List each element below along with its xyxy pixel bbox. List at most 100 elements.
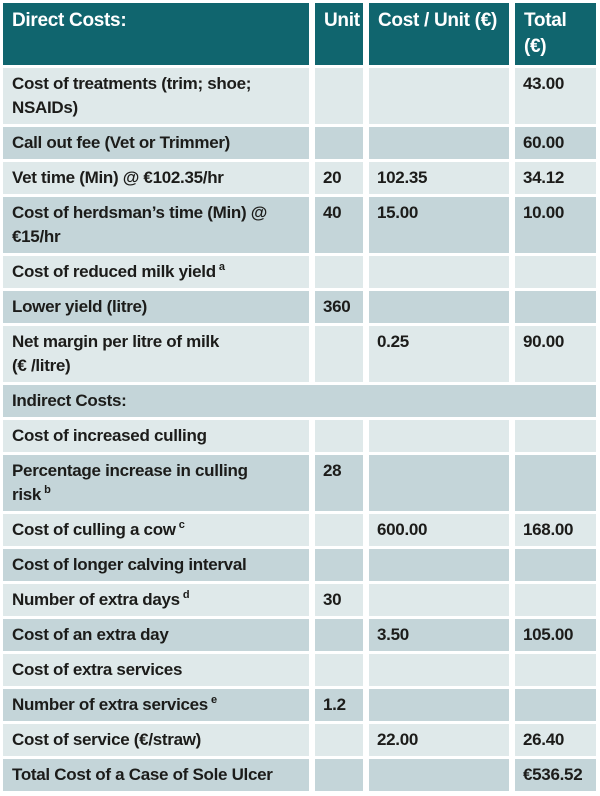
header-cost-per-unit: Cost / Unit (€) xyxy=(369,3,509,65)
header-unit: Unit xyxy=(315,3,363,65)
total-cell xyxy=(515,256,596,288)
table-body: Cost of treatments (trim; shoe; NSAIDs) … xyxy=(3,68,596,791)
unit-cell xyxy=(315,68,363,124)
row-label: Net margin per litre of milk (€ /litre) xyxy=(12,332,219,375)
total-cell: €536.52 xyxy=(515,759,596,791)
unit-cell: 28 xyxy=(315,455,363,511)
section-heading-cell: Indirect Costs: xyxy=(3,385,596,417)
total-cell: 26.40 xyxy=(515,724,596,756)
unit-cell xyxy=(315,326,363,382)
table-row-indirect-costs-heading: Indirect Costs: xyxy=(3,385,596,417)
row-label-cell: Cost of extra services xyxy=(3,654,309,686)
cost-per-unit-cell xyxy=(369,291,509,323)
table-row-extra-days: Number of extra days d 30 xyxy=(3,584,596,616)
cost-per-unit-cell xyxy=(369,689,509,721)
row-label-cell: Cost of increased culling xyxy=(3,420,309,452)
table-row-treatments: Cost of treatments (trim; shoe; NSAIDs) … xyxy=(3,68,596,124)
total-cell xyxy=(515,584,596,616)
footnote-marker: b xyxy=(44,484,51,497)
table-row-calving-interval: Cost of longer calving interval xyxy=(3,549,596,581)
table-row-increased-culling: Cost of increased culling xyxy=(3,420,596,452)
footnote-marker: c xyxy=(178,519,185,532)
total-cell: 168.00 xyxy=(515,514,596,546)
row-label-cell: Cost of an extra day xyxy=(3,619,309,651)
table-row-number-extra-services: Number of extra services e 1.2 xyxy=(3,689,596,721)
row-label: Number of extra days xyxy=(12,590,180,609)
footnote-marker: e xyxy=(210,694,218,707)
row-label: Number of extra services xyxy=(12,695,208,714)
unit-cell: 1.2 xyxy=(315,689,363,721)
total-cell xyxy=(515,549,596,581)
section-heading: Indirect Costs: xyxy=(12,391,127,410)
footnote-marker: a xyxy=(218,261,225,274)
unit-cell: 360 xyxy=(315,291,363,323)
table-row-culling-a-cow: Cost of culling a cow c 600.00 168.00 xyxy=(3,514,596,546)
row-label: Cost of reduced milk yield xyxy=(12,262,216,281)
row-label-cell: Cost of treatments (trim; shoe; NSAIDs) xyxy=(3,68,309,124)
table-row-cost-extra-day: Cost of an extra day 3.50 105.00 xyxy=(3,619,596,651)
row-label-cell: Cost of herdsman’s time (Min) @ €15/hr xyxy=(3,197,309,253)
total-cell: 34.12 xyxy=(515,162,596,194)
table-header-row: Direct Costs: Unit Cost / Unit (€) Total… xyxy=(3,3,596,65)
row-label-cell: Total Cost of a Case of Sole Ulcer xyxy=(3,759,309,791)
row-label-cell: Call out fee (Vet or Trimmer) xyxy=(3,127,309,159)
row-label: Lower yield (litre) xyxy=(12,297,148,316)
table-row-call-out-fee: Call out fee (Vet or Trimmer) 60.00 xyxy=(3,127,596,159)
table-row-culling-risk: Percentage increase in culling risk b 28 xyxy=(3,455,596,511)
row-label: Cost of increased culling xyxy=(12,426,207,445)
cost-per-unit-cell xyxy=(369,127,509,159)
table-row-lower-yield: Lower yield (litre) 360 xyxy=(3,291,596,323)
unit-cell xyxy=(315,724,363,756)
total-cell: 105.00 xyxy=(515,619,596,651)
cost-per-unit-cell: 0.25 xyxy=(369,326,509,382)
table-row-reduced-milk-yield: Cost of reduced milk yield a xyxy=(3,256,596,288)
cost-per-unit-cell: 600.00 xyxy=(369,514,509,546)
row-label-cell: Cost of reduced milk yield a xyxy=(3,256,309,288)
footnote-marker: d xyxy=(182,589,190,602)
row-label-cell: Number of extra days d xyxy=(3,584,309,616)
row-label: Cost of herdsman’s time (Min) @ €15/hr xyxy=(12,203,268,246)
row-label-cell: Percentage increase in culling risk b xyxy=(3,455,309,511)
row-label: Cost of treatments (trim; shoe; NSAIDs) xyxy=(12,74,252,117)
unit-cell: 20 xyxy=(315,162,363,194)
total-cell xyxy=(515,420,596,452)
row-label-cell: Net margin per litre of milk (€ /litre) xyxy=(3,326,309,382)
row-label-cell: Cost of longer calving interval xyxy=(3,549,309,581)
unit-cell: 30 xyxy=(315,584,363,616)
cost-per-unit-cell xyxy=(369,759,509,791)
row-label-cell: Lower yield (litre) xyxy=(3,291,309,323)
row-label: Call out fee (Vet or Trimmer) xyxy=(12,133,231,152)
row-label-cell: Vet time (Min) @ €102.35/hr xyxy=(3,162,309,194)
cost-per-unit-cell: 22.00 xyxy=(369,724,509,756)
unit-cell xyxy=(315,514,363,546)
cost-per-unit-cell: 3.50 xyxy=(369,619,509,651)
unit-cell xyxy=(315,256,363,288)
total-cell: 60.00 xyxy=(515,127,596,159)
row-label: Percentage increase in culling risk xyxy=(12,461,248,504)
cost-per-unit-cell xyxy=(369,256,509,288)
unit-cell xyxy=(315,549,363,581)
cost-per-unit-cell: 15.00 xyxy=(369,197,509,253)
row-label: Cost of longer calving interval xyxy=(12,555,247,574)
row-label: Vet time (Min) @ €102.35/hr xyxy=(12,168,224,187)
total-cell xyxy=(515,654,596,686)
table-row-total-cost: Total Cost of a Case of Sole Ulcer €536.… xyxy=(3,759,596,791)
unit-cell xyxy=(315,127,363,159)
unit-cell xyxy=(315,420,363,452)
cost-per-unit-cell xyxy=(369,455,509,511)
cost-per-unit-cell xyxy=(369,654,509,686)
table-row-cost-extra-services: Cost of extra services xyxy=(3,654,596,686)
total-cell: 90.00 xyxy=(515,326,596,382)
row-label-cell: Cost of service (€/straw) xyxy=(3,724,309,756)
total-cell xyxy=(515,689,596,721)
unit-cell xyxy=(315,654,363,686)
total-cell xyxy=(515,291,596,323)
row-label-cell: Number of extra services e xyxy=(3,689,309,721)
cost-per-unit-cell xyxy=(369,68,509,124)
row-label: Cost of extra services xyxy=(12,660,183,679)
table-row-net-margin: Net margin per litre of milk (€ /litre) … xyxy=(3,326,596,382)
table-row-herdsman-time: Cost of herdsman’s time (Min) @ €15/hr 4… xyxy=(3,197,596,253)
row-label: Cost of culling a cow xyxy=(12,520,176,539)
row-label: Total Cost of a Case of Sole Ulcer xyxy=(12,765,273,784)
total-cell xyxy=(515,455,596,511)
